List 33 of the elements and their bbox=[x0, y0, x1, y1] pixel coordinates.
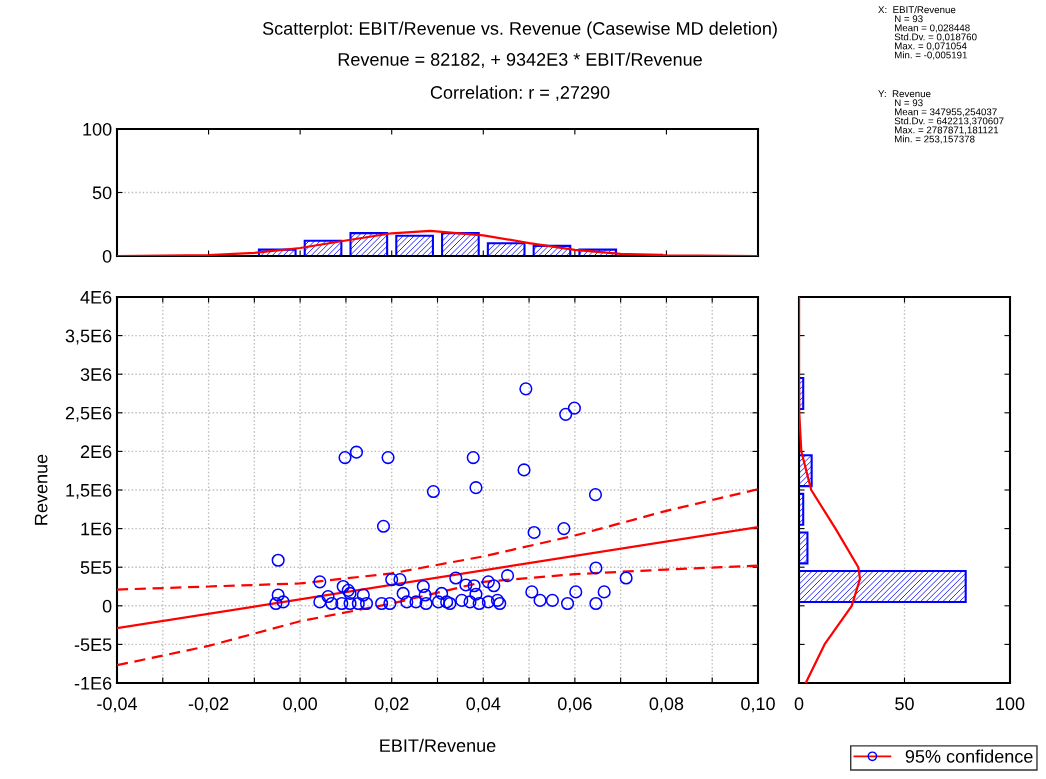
text: Y: Revenue N = 93 Mean = 347955,254037 Std.Dv. = 642213,370607 Max. = 2787871,181121 Min. = 253,157378 bbox=[878, 90, 1004, 144]
chart-title: Scatterplot: EBIT/Revenue vs. Revenue (Casewise MD deletion) bbox=[262, 21, 777, 39]
x-tick-label: 0,10 bbox=[741, 697, 775, 713]
x-tick-label: 0 bbox=[794, 697, 804, 711]
text: X: EBIT/Revenue N = 93 Mean = 0,028448 Std.Dv. = 0,018760 Max. = 0,071054 Min. = -0,005191 bbox=[878, 6, 977, 60]
y-tick-label: 0 bbox=[102, 249, 112, 263]
y-tick-label: 100 bbox=[83, 122, 112, 136]
x-tick-label: -0,04 bbox=[97, 697, 138, 713]
y-tick-label: 0 bbox=[102, 599, 112, 613]
chart-subtitle: Revenue = 82182, + 9342E3 * EBIT/Revenue bbox=[338, 52, 702, 68]
y-tick-label: 3,5E6 bbox=[65, 329, 112, 345]
legend-label: 95% confidence bbox=[905, 749, 1033, 763]
y-tick-label: -1E6 bbox=[74, 676, 112, 690]
y-tick-label: 1E6 bbox=[81, 522, 112, 536]
y-tick-label: -5E5 bbox=[74, 638, 112, 652]
x-tick-label: -0,02 bbox=[188, 697, 229, 713]
x-axis-title: EBIT/Revenue bbox=[380, 738, 496, 752]
y-tick-label: 2E6 bbox=[80, 445, 112, 459]
y-tick-label: 3E6 bbox=[80, 368, 112, 381]
x-tick-label: 50 bbox=[895, 697, 914, 711]
x-tick-label: 0,02 bbox=[374, 697, 409, 713]
y-tick-label: 1,5E6 bbox=[66, 483, 112, 499]
x-tick-label: 0,04 bbox=[466, 697, 501, 713]
text: Correlation: r = ,27290 bbox=[430, 85, 610, 101]
y-tick-label: 5E5 bbox=[80, 561, 112, 574]
x-tick-label: 0,00 bbox=[283, 697, 318, 713]
x-tick-label: 0,08 bbox=[649, 697, 684, 713]
y-axis-title: Revenue bbox=[34, 454, 48, 525]
x-tick-label: 0,06 bbox=[557, 697, 592, 713]
y-tick-label: 50 bbox=[92, 186, 112, 200]
x-tick-label: 100 bbox=[996, 697, 1025, 711]
y-tick-label: 4E6 bbox=[80, 290, 112, 304]
y-tick-label: 2,5E6 bbox=[65, 406, 112, 422]
